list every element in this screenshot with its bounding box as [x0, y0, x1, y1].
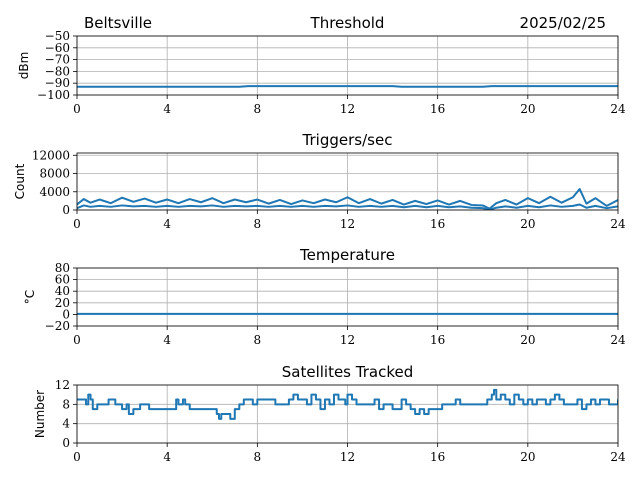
x-tick-label: 12	[340, 217, 355, 231]
y-axis-label: dBm	[17, 52, 31, 80]
y-tick-label: 8	[62, 397, 70, 411]
y-tick-label: −50	[45, 29, 70, 43]
x-tick-label: 4	[163, 450, 171, 464]
x-tick-label: 12	[340, 102, 355, 116]
y-tick-label: −90	[45, 76, 70, 90]
y-axis-label: °C	[23, 290, 37, 304]
series-line-1	[77, 188, 618, 210]
x-tick-label: 16	[430, 333, 445, 347]
y-tick-label: −20	[45, 319, 70, 333]
y-tick-label: 4000	[39, 185, 70, 199]
x-tick-label: 0	[73, 333, 81, 347]
date-label: 2025/02/25	[520, 14, 606, 32]
panel-title: Triggers/sec	[302, 131, 393, 149]
y-tick-label: 0	[62, 307, 70, 321]
chart-panels: 0 4 8 12 16 20 24 −100−90−80−70−60−50 Threshold d…	[13, 14, 626, 464]
x-tick-label: 12	[340, 333, 355, 347]
x-tick-label: 12	[340, 450, 355, 464]
y-tick-label: 12	[55, 378, 70, 392]
x-tick-label: 16	[430, 217, 445, 231]
x-tick-label: 16	[430, 102, 445, 116]
y-tick-label: 0	[62, 436, 70, 450]
y-axis-label: Count	[13, 163, 27, 199]
y-tick-label: 60	[55, 273, 70, 287]
series-line-1	[77, 388, 618, 420]
y-tick-label: 12000	[32, 148, 70, 162]
x-tick-label: 20	[520, 333, 535, 347]
x-tick-label: 0	[73, 450, 81, 464]
series-line-2	[77, 203, 618, 210]
y-tick-label: −80	[45, 64, 70, 78]
x-tick-label: 20	[520, 450, 535, 464]
y-tick-label: 0	[62, 203, 70, 217]
chart-panel-1: 0 4 8 12 16 20 24 −100−90−80−70−60−50 Threshold d…	[17, 14, 626, 116]
x-tick-label: 24	[610, 102, 626, 116]
panel-title: Temperature	[299, 246, 395, 264]
x-tick-label: 20	[520, 102, 535, 116]
x-tick-label: 20	[520, 217, 535, 231]
y-tick-label: −60	[45, 41, 70, 55]
y-tick-label: −100	[37, 88, 70, 102]
x-tick-label: 4	[163, 217, 171, 231]
panel-title: Threshold	[310, 14, 385, 32]
x-tick-label: 24	[610, 333, 626, 347]
y-tick-label: 4	[62, 417, 70, 431]
chart-panel-4: 0 4 8 12 16 20 24 0 4 8 12 Satellites Tracked Number	[33, 363, 626, 464]
x-tick-label: 24	[610, 217, 626, 231]
x-tick-label: 4	[163, 102, 171, 116]
y-tick-label: 80	[55, 261, 70, 275]
x-tick-label: 8	[254, 333, 262, 347]
x-tick-label: 0	[73, 217, 81, 231]
y-tick-label: −70	[45, 53, 70, 67]
series-line-1	[77, 85, 618, 88]
x-tick-label: 8	[254, 102, 262, 116]
x-tick-label: 16	[430, 450, 445, 464]
x-tick-label: 8	[254, 217, 262, 231]
chart-panel-2: 0 4 8 12 16 20 24 0 4000 8000 12000 Triggers/sec Cou…	[13, 131, 626, 231]
y-axis-label: Number	[33, 390, 47, 438]
panel-title: Satellites Tracked	[282, 363, 413, 381]
y-tick-label: 40	[55, 284, 70, 298]
x-tick-label: 0	[73, 102, 81, 116]
station-label: Beltsville	[84, 14, 152, 32]
y-tick-label: 8000	[39, 167, 70, 181]
x-tick-label: 8	[254, 450, 262, 464]
x-tick-label: 24	[610, 450, 626, 464]
x-tick-label: 4	[163, 333, 171, 347]
y-tick-label: 20	[55, 296, 70, 310]
